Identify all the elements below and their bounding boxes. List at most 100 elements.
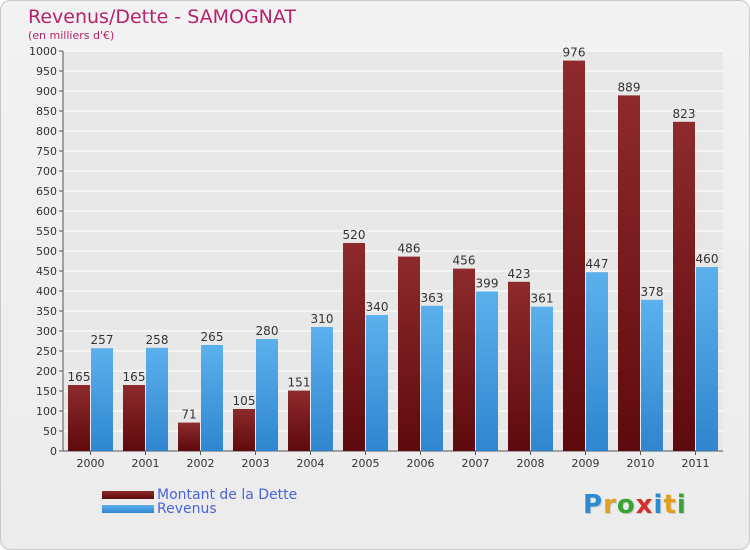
data-label-revenus-2003: 280 [256,324,279,338]
bar-debt-2005 [343,243,365,451]
logo-letter: o [616,490,636,520]
data-label-revenus-2006: 363 [421,291,444,305]
bar-debt-2010 [618,95,640,452]
y-tick-label: 600 [36,205,57,218]
bar-revenus-2003 [256,339,278,451]
bar-debt-2004 [288,390,310,451]
y-tick-label: 300 [36,325,57,338]
x-tick-label-2007: 2007 [462,457,490,470]
bar-debt-2011 [673,121,695,452]
bar-revenus-2011 [696,267,718,451]
logo-letter: i [653,490,664,520]
legend-label-revenus: Revenus [157,501,217,517]
bar-debt-2003 [233,409,255,451]
x-tick-label-2003: 2003 [242,457,270,470]
y-tick-label: 100 [36,405,57,418]
legend-swatch-debt [102,491,154,499]
legend-item-revenus: Revenus [102,501,217,517]
legend-label-debt: Montant de la Dette [157,487,298,503]
data-label-revenus-2002: 265 [201,330,224,344]
data-label-revenus-2005: 340 [366,300,389,314]
y-tick-label: 400 [36,285,57,298]
bar-debt-2008 [508,281,530,451]
bar-debt-2006 [398,256,420,451]
data-label-revenus-2011: 460 [696,252,719,266]
y-tick-label: 0 [50,445,57,458]
x-tick-label-2000: 2000 [77,457,105,470]
bars [68,60,718,452]
grid [63,50,723,452]
x-tick-label-2004: 2004 [297,457,325,470]
y-tick-label: 150 [36,385,57,398]
x-tick-label-2006: 2006 [407,457,435,470]
data-label-debt-2004: 151 [288,376,311,390]
bar-revenus-2007 [476,291,498,451]
bar-revenus-2009 [586,272,608,451]
y-tick-label: 950 [36,65,57,78]
data-label-revenus-2007: 399 [476,276,499,290]
data-label-revenus-2009: 447 [586,257,609,271]
bar-debt-2009 [563,60,585,451]
data-label-revenus-2010: 378 [641,285,664,299]
x-tick-label-2010: 2010 [627,457,655,470]
bar-revenus-2002 [201,345,223,451]
data-label-debt-2005: 520 [343,228,366,242]
y-tick-label: 500 [36,245,57,258]
y-tick-label: 750 [36,145,57,158]
data-label-revenus-2008: 361 [531,292,554,306]
data-label-debt-2002: 71 [181,408,196,422]
x-tick-label-2009: 2009 [572,457,600,470]
data-label-debt-2006: 486 [398,242,421,256]
bar-debt-2001 [123,385,145,451]
data-label-debt-2008: 423 [508,267,531,281]
legend-item-debt: Montant de la Dette [102,487,297,503]
y-tick-label: 650 [36,185,57,198]
data-label-debt-2011: 823 [673,107,696,121]
x-tick-label-2008: 2008 [517,457,545,470]
x-tick-label-2002: 2002 [187,457,215,470]
y-tick-label: 200 [36,365,57,378]
x-tick-label-2011: 2011 [682,457,710,470]
bar-debt-2000 [68,385,90,451]
x-tick-label-2001: 2001 [132,457,160,470]
data-labels: 165 257 165 258 71 265 105 280 151 310 520 340 486 36… [68,46,719,422]
y-tick-label: 550 [36,225,57,238]
legend-swatch-revenus [102,505,154,513]
logo-letter: x [635,490,654,520]
bar-revenus-2006 [421,305,443,451]
y-tick-label: 450 [36,265,57,278]
data-label-revenus-2000: 257 [91,333,114,347]
data-label-revenus-2001: 258 [146,333,169,347]
y-tick-label: 50 [43,425,57,438]
bar-revenus-2004 [311,327,333,451]
bar-revenus-2010 [641,299,663,451]
logo-letter: i [676,490,687,520]
logo-letter: r [603,490,617,520]
bar-revenus-2000 [91,348,113,451]
chart-title: Revenus/Dette - SAMOGNAT [28,6,297,28]
bar-revenus-2001 [146,347,168,451]
y-tick-label: 350 [36,305,57,318]
y-tick-label: 250 [36,345,57,358]
y-tick-label: 900 [36,85,57,98]
data-label-debt-2010: 889 [618,80,641,94]
chart-subtitle: (en milliers d'€) [28,29,115,42]
y-axis: 0 50 100 150 200 250 300 350 400 450 500 550 600 650 7… [29,45,723,458]
data-label-debt-2001: 165 [123,370,146,384]
y-tick-label: 1000 [29,45,57,58]
bar-debt-2007 [453,268,475,451]
logo-letter: P [583,490,604,520]
data-label-debt-2003: 105 [233,394,256,408]
logo-letter: t [663,490,677,520]
data-label-debt-2000: 165 [68,370,91,384]
y-tick-label: 700 [36,165,57,178]
bar-revenus-2008 [531,306,553,451]
bar-debt-2002 [178,422,200,451]
x-axis: 2000 2001 2002 2003 2004 2005 2006 2007 2008 2009… [77,451,710,470]
data-label-revenus-2004: 310 [311,312,334,326]
y-tick-label: 850 [36,105,57,118]
bar-revenus-2005 [366,315,388,451]
y-tick-label: 800 [36,125,57,138]
